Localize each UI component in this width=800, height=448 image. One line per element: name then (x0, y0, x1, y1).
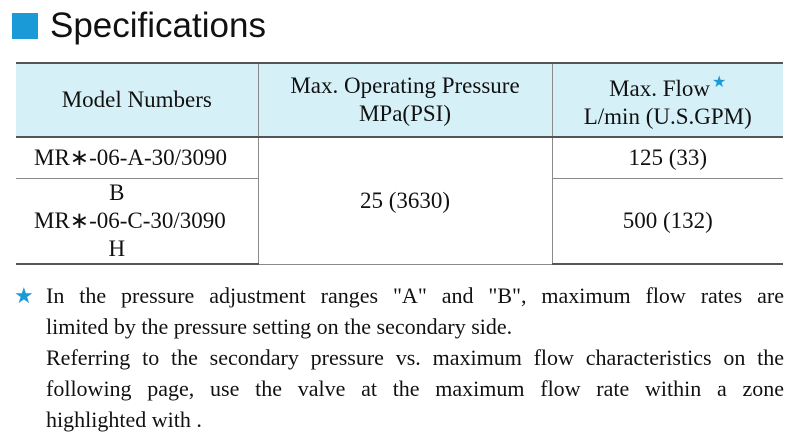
header-flow-line2: L/min (U.S.GPM) (583, 104, 752, 129)
model-variant-top: B (109, 180, 125, 205)
footnote-line: Referring to the secondary pressure vs. … (46, 345, 784, 370)
star-icon: ★ (14, 283, 34, 308)
header-pressure-line1: Max. Operating Pressure (290, 73, 520, 98)
model-number: MR∗-06-C-30/3090 (34, 208, 226, 233)
header-max-flow: Max. Flow ★ L/min (U.S.GPM) (551, 62, 783, 138)
table-row: MR∗-06-A-30/3090 25 (3630) 125 (33) (16, 136, 783, 265)
footnote-text-1: In the pressure adjustment ranges "A" an… (46, 283, 784, 308)
flow-value: 500 (132) (622, 208, 713, 233)
header-model-label: Model Numbers (61, 87, 212, 112)
section-heading: Specifications (12, 4, 266, 48)
model-number: MR∗-06-A-30/3090 (34, 145, 228, 170)
model-cell: B MR∗-06-C-30/3090 H (16, 178, 259, 265)
heading-square-icon (12, 13, 38, 39)
header-model-numbers: Model Numbers (16, 62, 259, 138)
flow-cell: 125 (33) (551, 136, 783, 179)
footnote-line: ★ In the pressure adjustment ranges "A" a… (14, 280, 784, 311)
flow-value: 125 (33) (628, 145, 708, 170)
star-icon: ★ (712, 74, 727, 91)
footnote-line: highlighted with . (46, 407, 202, 432)
header-max-operating-pressure: Max. Operating Pressure MPa(PSI) (257, 62, 553, 138)
pressure-value: 25 (3630) (359, 187, 451, 213)
model-variant-bottom: H (108, 236, 126, 261)
specifications-table: Model Numbers Max. Operating Pressure MP… (16, 62, 783, 265)
pressure-cell: 25 (3630) (257, 136, 553, 265)
header-pressure-line2: MPa(PSI) (358, 101, 451, 126)
model-cell: MR∗-06-A-30/3090 (16, 136, 259, 179)
flow-cell: 500 (132) (551, 178, 783, 265)
footnote-line: limited by the pressure setting on the s… (46, 314, 513, 339)
table-row: B MR∗-06-C-30/3090 H 500 (132) (16, 178, 783, 265)
page-title: Specifications (50, 6, 266, 45)
table-header-row: Model Numbers Max. Operating Pressure MP… (16, 62, 783, 138)
header-flow-line1: Max. Flow (609, 76, 711, 101)
footnote: ★ In the pressure adjustment ranges "A" a… (14, 280, 784, 435)
footnote-line: following page, use the valve at the max… (46, 376, 784, 401)
